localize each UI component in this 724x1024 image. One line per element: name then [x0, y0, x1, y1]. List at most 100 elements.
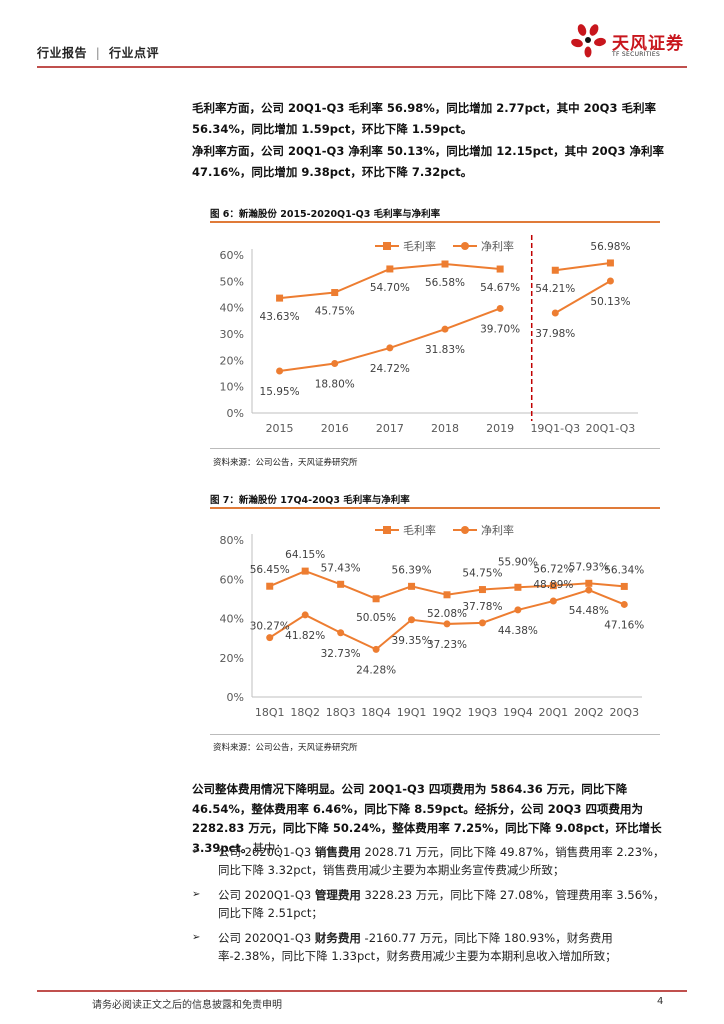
x-tick-label: 2015 [266, 422, 294, 435]
x-tick-label: 18Q4 [361, 706, 391, 719]
bullet-admin-expense: ➢ 公司 2020Q1-Q3 管理费用 3228.23 万元，同比下降 27.0… [192, 886, 672, 924]
y-tick-label: 20% [220, 652, 244, 665]
bullet-finance-expense: ➢ 公司 2020Q1-Q3 财务费用 -2160.77 万元，同比下降 180… [192, 929, 672, 967]
data-point-0 [551, 266, 559, 274]
data-label-1: 48.89% [533, 579, 573, 591]
y-tick-label: 0% [227, 691, 244, 704]
header-divider [37, 66, 687, 68]
data-point-0 [514, 583, 522, 591]
y-tick-label: 60% [220, 573, 244, 586]
data-label-0: 56.34% [604, 564, 644, 576]
data-point-0 [408, 582, 416, 590]
y-tick-label: 50% [220, 275, 244, 288]
data-label-1: 39.70% [480, 323, 520, 335]
data-point-1 [443, 620, 451, 628]
y-tick-label: 0% [227, 407, 244, 420]
data-point-0 [496, 265, 504, 273]
data-label-0: 57.43% [321, 562, 361, 574]
x-tick-label: 19Q1 [397, 706, 427, 719]
report-category: 行业报告 | 行业点评 [37, 44, 159, 61]
report-subtype: 行业点评 [108, 46, 159, 60]
bullet-arrow-icon: ➢ [192, 889, 201, 900]
data-label-0: 54.75% [462, 568, 502, 580]
data-point-1 [301, 611, 309, 619]
data-point-1 [337, 629, 345, 637]
data-label-0: 56.45% [250, 564, 290, 576]
data-point-0 [585, 579, 593, 587]
data-label-1: 18.80% [315, 378, 355, 390]
legend-label-0: 毛利率 [403, 239, 436, 253]
x-tick-label: 2019 [486, 422, 514, 435]
data-label-0: 57.93% [569, 561, 609, 573]
data-point-1 [585, 586, 593, 594]
data-point-0 [331, 289, 339, 297]
data-label-1: 37.23% [427, 639, 467, 651]
data-point-1 [549, 597, 557, 605]
x-tick-label: 19Q4 [503, 706, 533, 719]
y-tick-label: 20% [220, 354, 244, 367]
data-point-1 [606, 277, 614, 285]
expense-lead-tail: 其中： [252, 840, 287, 855]
bullet-text: 公司 2020Q1-Q3 管理费用 3228.23 万元，同比下降 27.08%… [218, 888, 665, 920]
data-point-1 [372, 645, 380, 653]
bullet-sales-expense: ➢ 公司 2020Q1-Q3 销售费用 2028.71 万元，同比下降 49.8… [192, 843, 672, 881]
footer-disclaimer: 请务必阅读正文之后的信息披露和免责申明 [92, 1000, 282, 1011]
data-label-1: 37.98% [535, 328, 575, 340]
data-label-1: 32.73% [321, 648, 361, 660]
data-label-1: 31.83% [425, 344, 465, 356]
y-tick-label: 40% [220, 613, 244, 626]
figure6-title: 图 6：新瀚股份 2015-2020Q1-Q3 毛利率与净利率 [210, 209, 441, 220]
data-point-1 [266, 634, 274, 642]
bullet-text: 公司 2020Q1-Q3 财务费用 -2160.77 万元，同比下降 180.9… [218, 931, 617, 963]
data-point-0 [337, 580, 345, 588]
logo-subtitle: TF SECURITIES [612, 51, 661, 58]
data-point-0 [372, 595, 380, 603]
data-label-1: 37.78% [462, 601, 502, 613]
series-line-1 [554, 280, 611, 314]
figure7-rule [210, 507, 660, 509]
data-label-0: 50.05% [356, 612, 396, 624]
page-number: 4 [657, 996, 664, 1007]
data-point-1 [408, 616, 416, 624]
data-point-1 [514, 606, 522, 614]
legend-marker-0 [383, 242, 391, 250]
data-label-0: 56.58% [425, 277, 465, 289]
x-tick-label: 20Q1-Q3 [586, 422, 636, 435]
tf-logo-icon [571, 24, 606, 58]
legend-marker-1 [461, 242, 469, 250]
data-label-0: 64.15% [285, 549, 325, 561]
data-point-0 [606, 259, 614, 267]
legend-marker-1 [461, 526, 469, 534]
data-point-0 [441, 260, 449, 268]
x-tick-label: 18Q2 [290, 706, 320, 719]
series-line-1 [279, 307, 501, 372]
y-tick-label: 60% [220, 249, 244, 262]
figure6-bottom-rule [210, 448, 660, 449]
data-point-0 [549, 582, 557, 590]
data-label-1: 50.13% [590, 296, 630, 308]
data-label-1: 30.27% [250, 621, 290, 633]
data-label-0: 56.72% [533, 564, 573, 576]
data-label-0: 54.70% [370, 282, 410, 294]
bullet-text: 公司 2020Q1-Q3 销售费用 2028.71 万元，同比下降 49.87%… [218, 845, 665, 877]
data-label-1: 54.48% [569, 605, 609, 617]
x-tick-label: 2016 [321, 422, 349, 435]
expense-paragraph: 公司整体费用情况下降明显。公司 20Q1-Q3 四项费用为 5864.36 万元… [192, 780, 672, 858]
y-tick-label: 80% [220, 534, 244, 547]
y-tick-label: 30% [220, 328, 244, 341]
x-tick-label: 2018 [431, 422, 459, 435]
report-type: 行业报告 [37, 46, 88, 60]
x-tick-label: 2017 [376, 422, 404, 435]
data-label-1: 44.38% [498, 625, 538, 637]
bullet-arrow-icon: ➢ [192, 846, 201, 857]
figure7-source: 资料来源：公司公告，天风证券研究所 [213, 743, 358, 753]
x-tick-label: 20Q1 [539, 706, 569, 719]
data-label-1: 24.72% [370, 363, 410, 375]
figure6-chart: 0% 10% 20% 30% 40% 50% 60% 2015 2016 2017 2018 2019… [220, 235, 638, 435]
y-tick-label: 10% [220, 381, 244, 394]
data-point-1 [276, 367, 284, 375]
data-point-0 [301, 567, 309, 575]
bullet-arrow-icon: ➢ [192, 932, 201, 943]
data-label-0: 55.90% [498, 556, 538, 568]
legend-label-1: 净利率 [481, 523, 514, 537]
